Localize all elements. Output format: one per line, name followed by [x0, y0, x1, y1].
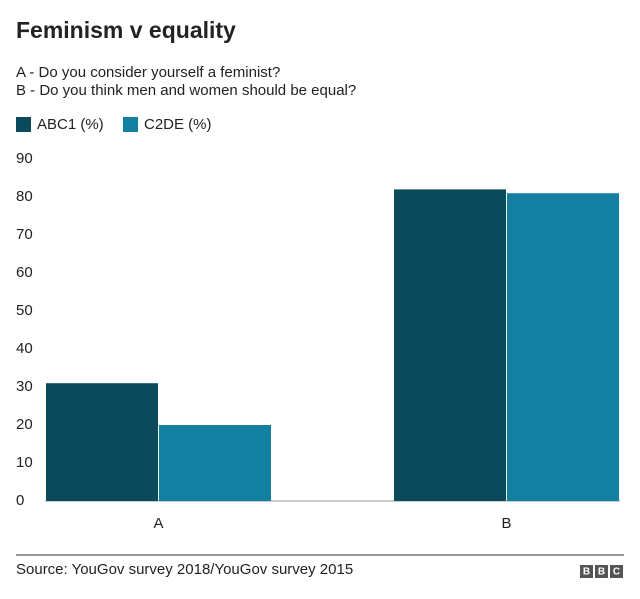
logo-letter: B [598, 567, 605, 578]
subtitle: B - Do you think men and women should be… [16, 82, 356, 99]
y-tick-label: 50 [16, 302, 33, 319]
logo-box [595, 565, 608, 578]
y-tick-label: 70 [16, 226, 33, 243]
y-tick-label: 30 [16, 378, 33, 395]
chart-title: Feminism v equality [16, 17, 236, 43]
y-tick-label: 60 [16, 264, 33, 281]
source: Source: YouGov survey 2018/YouGov survey… [16, 561, 353, 578]
legend-swatch [123, 117, 138, 132]
y-tick-label: 90 [16, 150, 33, 167]
y-tick-label: 80 [16, 188, 33, 205]
y-tick-label: 20 [16, 416, 33, 433]
bar [507, 193, 619, 501]
legend-label: C2DE (%) [144, 116, 212, 133]
logo-letter: C [613, 567, 620, 578]
bar [46, 383, 158, 501]
subtitle: A - Do you consider yourself a feminist? [16, 64, 280, 81]
logo-box [610, 565, 623, 578]
x-tick-label: A [153, 515, 163, 532]
y-tick-label: 0 [16, 492, 24, 509]
logo-letter: B [583, 567, 590, 578]
legend-swatch [16, 117, 31, 132]
bar [394, 189, 506, 501]
y-tick-label: 10 [16, 454, 33, 471]
bar [159, 425, 271, 501]
x-tick-label: B [501, 515, 511, 532]
legend-label: ABC1 (%) [37, 116, 104, 133]
y-tick-label: 40 [16, 340, 33, 357]
logo-box [580, 565, 593, 578]
